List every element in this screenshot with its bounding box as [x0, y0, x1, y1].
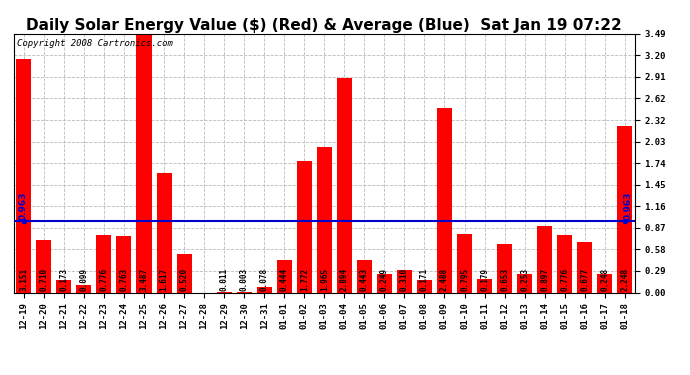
Bar [517, 274, 532, 292]
Text: Copyright 2008 Cartronics.com: Copyright 2008 Cartronics.com [17, 39, 172, 48]
Bar [257, 287, 272, 292]
Text: 0.963: 0.963 [19, 192, 28, 220]
Text: 0.249: 0.249 [380, 268, 389, 291]
Text: 2.488: 2.488 [440, 268, 449, 291]
Text: 0.776: 0.776 [99, 268, 108, 291]
Text: 1.772: 1.772 [299, 268, 308, 291]
Text: 0.443: 0.443 [360, 268, 369, 291]
Bar [97, 235, 112, 292]
Bar [277, 260, 292, 292]
Bar [537, 226, 552, 292]
Bar [457, 234, 472, 292]
Text: 0.171: 0.171 [420, 268, 429, 291]
Bar [157, 172, 172, 292]
Bar [77, 285, 91, 292]
Text: 2.894: 2.894 [340, 268, 349, 291]
Text: 0.776: 0.776 [560, 268, 569, 291]
Bar [177, 254, 192, 292]
Text: 0.248: 0.248 [600, 268, 609, 291]
Bar [477, 279, 492, 292]
Bar [137, 34, 152, 292]
Title: Daily Solar Energy Value ($) (Red) & Average (Blue)  Sat Jan 19 07:22: Daily Solar Energy Value ($) (Red) & Ave… [26, 18, 622, 33]
Text: 1.617: 1.617 [159, 268, 168, 291]
Text: 0.310: 0.310 [400, 268, 409, 291]
Bar [598, 274, 612, 292]
Text: 0.099: 0.099 [79, 268, 88, 291]
Text: 0.763: 0.763 [119, 268, 128, 291]
Text: 0.677: 0.677 [580, 268, 589, 291]
Bar [558, 235, 572, 292]
Text: 0.003: 0.003 [239, 268, 248, 291]
Text: 0.078: 0.078 [259, 268, 268, 291]
Text: 0.253: 0.253 [520, 268, 529, 291]
Text: 0.795: 0.795 [460, 268, 469, 291]
Text: 3.487: 3.487 [139, 268, 148, 291]
Text: 0.710: 0.710 [39, 268, 48, 291]
Bar [618, 126, 632, 292]
Bar [57, 280, 71, 292]
Bar [297, 161, 312, 292]
Bar [437, 108, 452, 292]
Bar [317, 147, 332, 292]
Bar [497, 244, 512, 292]
Text: 0.653: 0.653 [500, 268, 509, 291]
Bar [37, 240, 51, 292]
Text: 3.151: 3.151 [19, 268, 28, 291]
Text: 1.965: 1.965 [319, 268, 329, 291]
Bar [397, 270, 412, 292]
Text: 0.444: 0.444 [279, 268, 288, 291]
Text: 0.179: 0.179 [480, 268, 489, 291]
Bar [337, 78, 352, 292]
Text: 0.520: 0.520 [179, 268, 188, 291]
Text: 2.248: 2.248 [620, 268, 629, 291]
Bar [17, 59, 31, 292]
Bar [578, 242, 592, 292]
Bar [117, 236, 132, 292]
Bar [377, 274, 392, 292]
Text: 0.011: 0.011 [219, 268, 228, 291]
Text: 0.173: 0.173 [59, 268, 68, 291]
Bar [417, 280, 432, 292]
Text: 0.963: 0.963 [623, 192, 632, 220]
Bar [357, 260, 372, 292]
Text: 0.897: 0.897 [540, 268, 549, 291]
